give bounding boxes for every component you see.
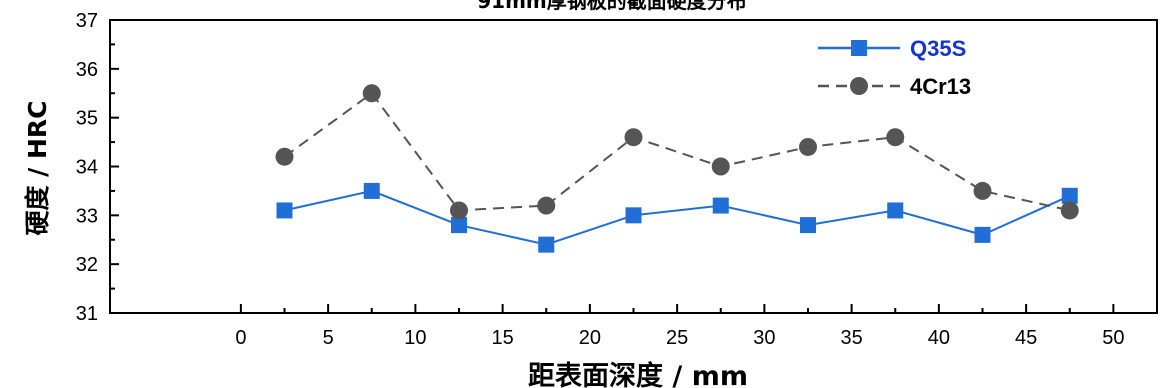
series-line-q35s — [284, 189, 1071, 246]
legend-label-4cr13: 4Cr13 — [910, 74, 971, 99]
x-tick-label: 35 — [841, 327, 863, 349]
data-point-4cr13 — [275, 147, 294, 166]
series-layer — [275, 84, 1079, 253]
x-tick-label: 25 — [666, 327, 688, 349]
y-tick-label: 31 — [76, 303, 98, 325]
data-point-q35s — [625, 207, 642, 224]
y-tick-label: 35 — [76, 108, 98, 130]
axis-ticks: 0 5 10 15 20 25 30 35 40 45 50 31 32 33 34 35 36 37 — [76, 10, 1125, 349]
data-point-4cr13 — [362, 84, 381, 103]
y-axis-title: 硬度 / HRC — [23, 100, 52, 235]
data-point-4cr13 — [450, 201, 468, 220]
legend-marker-4cr13 — [850, 77, 868, 95]
x-tick-label: 40 — [928, 327, 950, 349]
data-point-4cr13 — [624, 128, 643, 147]
x-tick-label: 5 — [323, 327, 334, 349]
data-point-4cr13 — [799, 137, 817, 156]
chart-title: 91mm厚钢板的截面硬度分布 — [477, 0, 747, 13]
data-point-4cr13 — [537, 196, 556, 215]
x-tick-label: 50 — [1102, 327, 1124, 349]
data-point-4cr13 — [711, 157, 730, 176]
x-tick-label: 0 — [235, 327, 246, 349]
x-tick-label: 20 — [579, 327, 601, 349]
x-tick-label: 30 — [753, 327, 775, 349]
data-point-q35s — [451, 217, 467, 234]
x-tick-label: 10 — [404, 327, 426, 349]
legend: Q35S 4Cr13 — [818, 36, 971, 99]
x-tick-label: 15 — [492, 327, 514, 349]
data-point-4cr13 — [973, 181, 992, 200]
plot-area-frame — [109, 19, 1158, 314]
x-axis-title: 距表面深度 / mm — [528, 360, 748, 388]
data-point-4cr13 — [886, 128, 905, 147]
x-tick-label: 45 — [1015, 327, 1037, 349]
legend-label-q35s: Q35S — [910, 36, 966, 61]
data-point-q35s — [538, 236, 555, 253]
data-point-q35s — [363, 182, 380, 199]
series-line-4cr13 — [283, 91, 1071, 212]
data-point-q35s — [276, 202, 293, 219]
y-tick-label: 36 — [76, 59, 98, 81]
data-point-q35s — [887, 202, 904, 219]
data-point-q35s — [974, 226, 991, 243]
y-tick-label: 33 — [76, 205, 98, 227]
y-tick-label: 34 — [76, 157, 98, 179]
data-point-q35s — [1061, 187, 1078, 204]
data-point-q35s — [712, 197, 729, 214]
y-tick-label: 32 — [76, 254, 98, 276]
legend-marker-q35s — [851, 40, 867, 56]
data-point-4cr13 — [1060, 201, 1079, 220]
data-point-q35s — [800, 217, 816, 234]
y-tick-label: 37 — [76, 10, 98, 32]
